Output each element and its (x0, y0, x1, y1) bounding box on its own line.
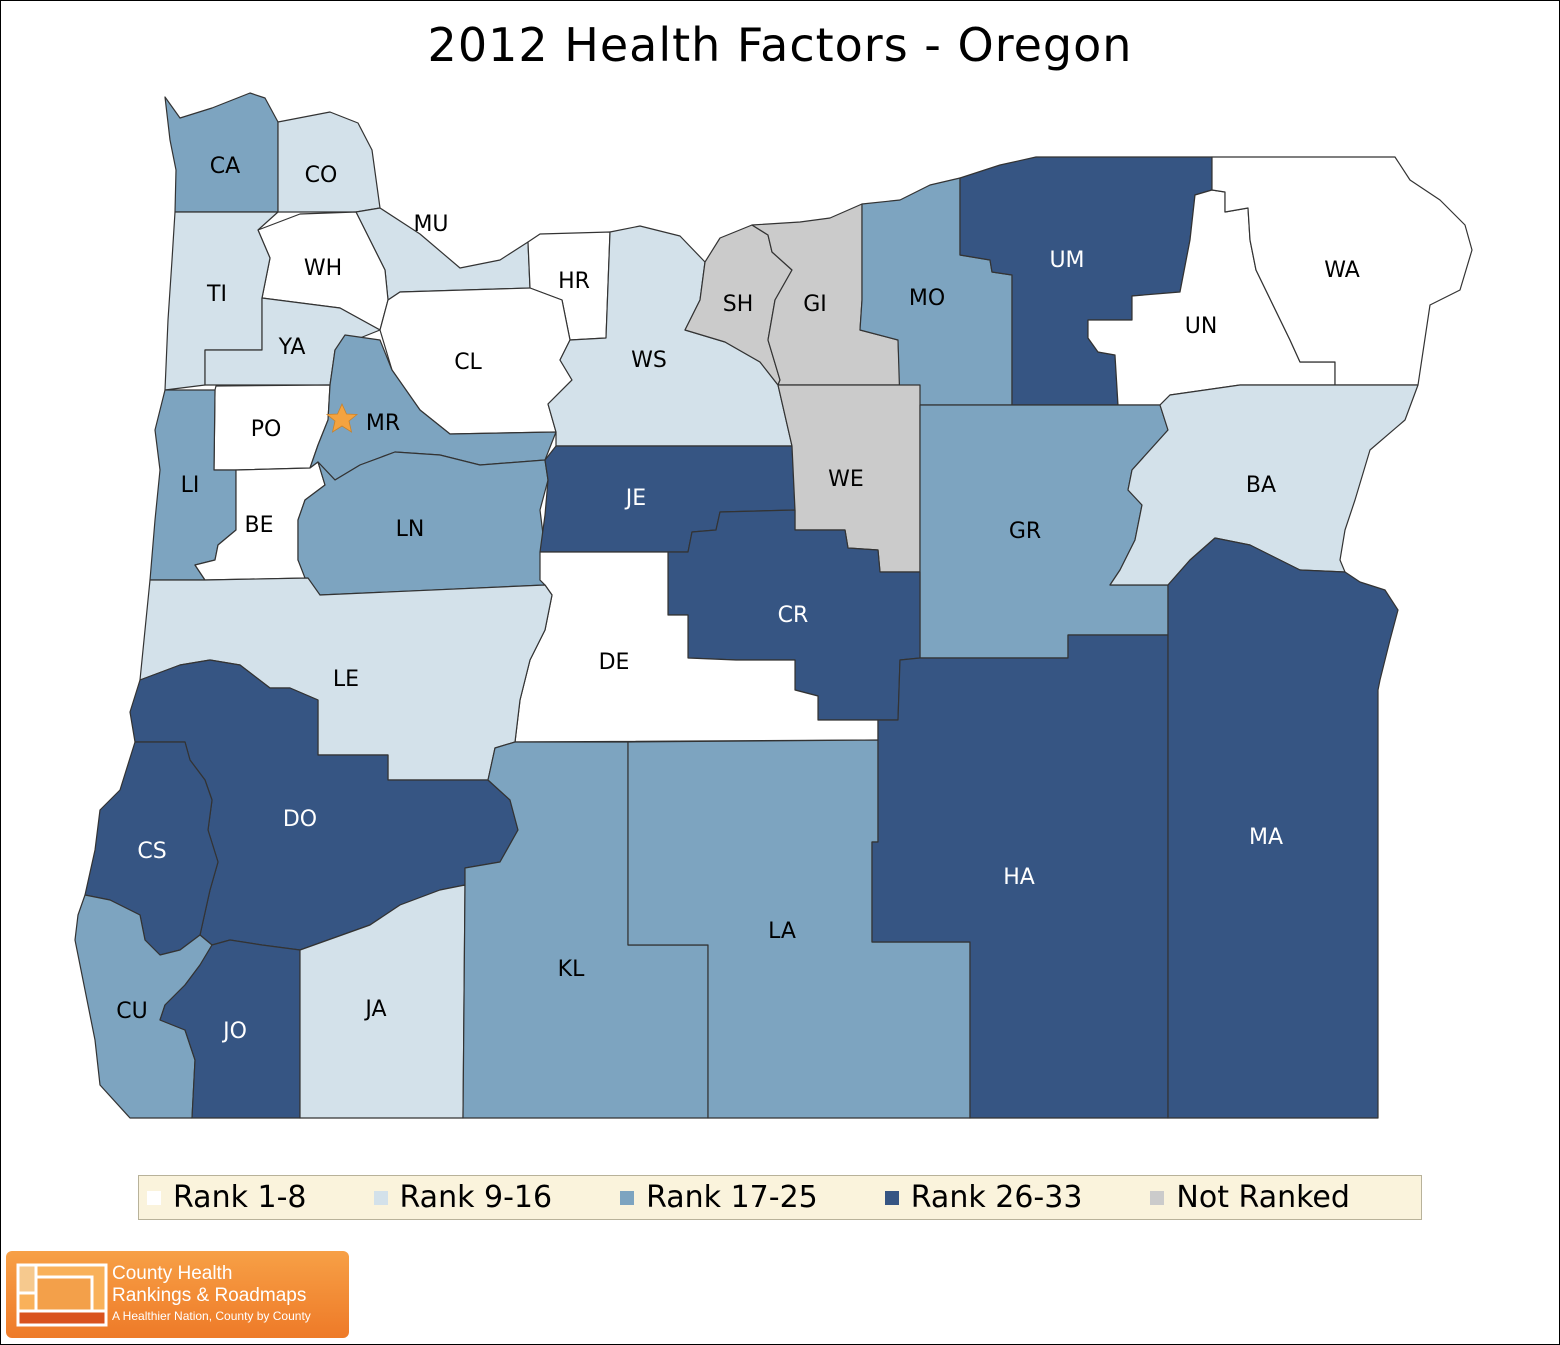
label-DO: DO (283, 807, 317, 832)
label-TI: TI (206, 282, 227, 307)
legend-label: Rank 17-25 (646, 1180, 818, 1215)
label-LN: LN (396, 517, 425, 542)
county-JA[interactable] (299, 884, 466, 1119)
label-BE: BE (245, 513, 274, 538)
county-KL[interactable] (462, 741, 709, 1119)
county-JO[interactable] (159, 939, 301, 1119)
label-WH: WH (304, 256, 342, 281)
legend-item-rank-9-16: Rank 9-16 (373, 1180, 553, 1215)
label-GR: GR (1009, 519, 1041, 544)
label-UN: UN (1185, 314, 1218, 339)
label-CU: CU (116, 999, 147, 1024)
label-WE: WE (828, 467, 864, 492)
county-labels: CA CO MU WH TI YA HR CL WS SH GI MO UM U… (116, 154, 1360, 1044)
label-WS: WS (631, 348, 667, 373)
label-CA: CA (210, 154, 240, 179)
label-CL: CL (454, 350, 482, 375)
label-MU: MU (413, 212, 448, 237)
logo-line1: County Health (112, 1263, 233, 1284)
capital-star-icon (325, 403, 359, 433)
legend-item-rank-17-25: Rank 17-25 (620, 1180, 818, 1215)
label-HR: HR (558, 269, 590, 294)
label-JE: JE (624, 486, 646, 511)
label-CS: CS (137, 839, 166, 864)
label-SH: SH (723, 292, 754, 317)
label-CR: CR (778, 603, 809, 628)
map-title: 2012 Health Factors - Oregon (427, 18, 1133, 72)
county-CO[interactable] (277, 111, 381, 213)
legend-swatch (147, 1190, 161, 1205)
legend-item-rank-1-8: Rank 1-8 (147, 1180, 307, 1215)
label-MO: MO (909, 286, 945, 311)
label-DE: DE (599, 650, 630, 675)
label-YA: YA (278, 335, 306, 360)
legend-swatch (1150, 1190, 1165, 1205)
legend-item-rank-26-33: Rank 26-33 (884, 1180, 1083, 1215)
logo-tagline: A Healthier Nation, County by County (112, 1309, 311, 1323)
logo-line2: Rankings & Roadmaps (112, 1285, 307, 1306)
label-CO: CO (305, 163, 338, 188)
label-HA: HA (1003, 865, 1035, 890)
label-UM: UM (1049, 248, 1084, 273)
legend-label: Not Ranked (1176, 1180, 1350, 1215)
county-WA[interactable] (1211, 156, 1473, 386)
label-LE: LE (333, 667, 359, 692)
county-MA[interactable] (1167, 537, 1399, 1119)
label-JO: JO (221, 1019, 247, 1044)
label-KL: KL (558, 957, 585, 982)
label-JA: JA (363, 997, 386, 1022)
legend-label: Rank 1-8 (173, 1180, 307, 1215)
legend-item-not-ranked: Not Ranked (1150, 1180, 1350, 1215)
label-BA: BA (1246, 473, 1276, 498)
label-PO: PO (251, 417, 282, 442)
label-LI: LI (181, 473, 200, 498)
chrr-logo: County Health Rankings & Roadmaps A Heal… (6, 1251, 349, 1338)
legend-label: Rank 26-33 (910, 1180, 1083, 1215)
legend-swatch (373, 1190, 388, 1205)
label-MA: MA (1249, 825, 1283, 850)
legend-swatch (884, 1190, 899, 1205)
logo-title: County Health Rankings & Roadmaps (112, 1263, 306, 1307)
label-LA: LA (768, 919, 796, 944)
legend: Rank 1-8 Rank 9-16 Rank 17-25 Rank 26-33… (138, 1175, 1422, 1220)
label-WA: WA (1324, 258, 1360, 283)
county-CA[interactable] (164, 92, 279, 213)
legend-label: Rank 9-16 (399, 1180, 553, 1215)
label-MR: MR (366, 411, 400, 436)
legend-swatch (620, 1190, 635, 1205)
chrr-logo-mark-icon (16, 1263, 108, 1327)
label-GI: GI (803, 292, 827, 317)
county-GR[interactable] (919, 404, 1169, 659)
